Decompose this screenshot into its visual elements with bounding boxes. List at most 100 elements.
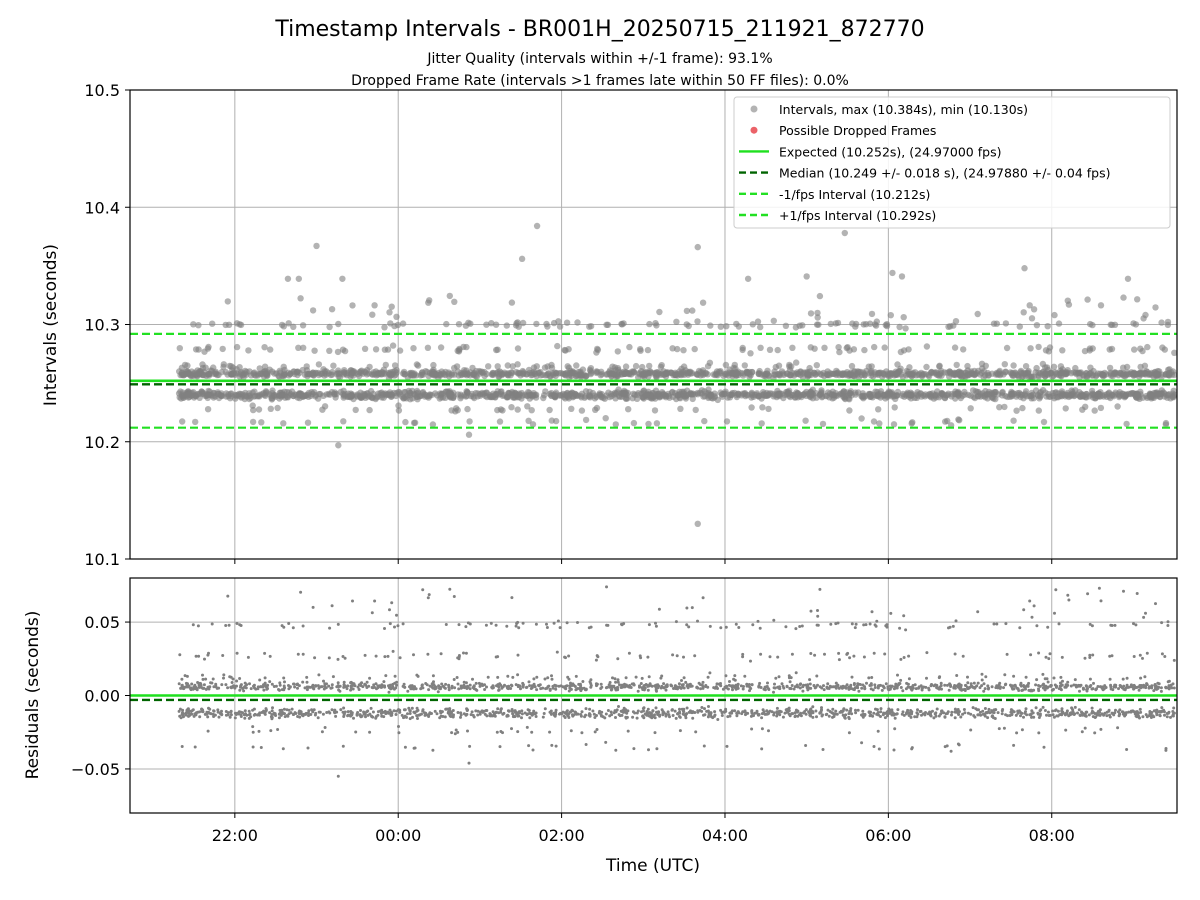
residual-point [713, 713, 717, 717]
interval-point [299, 322, 307, 329]
residual-point [494, 623, 498, 627]
residual-point [654, 706, 658, 710]
interval-point [465, 319, 472, 326]
residual-point [459, 686, 463, 690]
residual-point [575, 687, 579, 691]
interval-point [1059, 369, 1066, 376]
residual-point [862, 655, 866, 659]
residual-point [283, 712, 286, 716]
interval-point [689, 307, 696, 314]
residual-point [795, 683, 799, 687]
interval-point [875, 406, 882, 413]
residual-point [966, 681, 970, 685]
residual-point [1049, 684, 1053, 687]
residual-point [784, 625, 788, 629]
residual-point [688, 682, 692, 686]
interval-point [433, 371, 440, 378]
interval-point [399, 320, 407, 327]
residual-point [323, 726, 327, 729]
residual-point [877, 684, 881, 688]
residual-point [724, 674, 728, 678]
residual-point [857, 689, 861, 693]
interval-point [382, 361, 389, 369]
residual-point [746, 684, 749, 688]
residual-point [1026, 684, 1030, 688]
interval-point [525, 417, 532, 424]
residual-point [930, 683, 934, 687]
residual-point [453, 686, 457, 690]
residual-point [990, 710, 994, 714]
residual-point [840, 710, 844, 714]
interval-point [755, 369, 763, 377]
interval-point [361, 345, 369, 352]
residual-point [944, 712, 948, 716]
interval-point [1035, 407, 1043, 414]
residual-point [242, 689, 246, 693]
interval-point [1147, 392, 1155, 400]
residual-point [1078, 713, 1082, 717]
residual-point [431, 748, 435, 752]
interval-point [868, 363, 875, 370]
residual-point [706, 675, 710, 679]
residual-point [1044, 655, 1048, 659]
interval-point [622, 363, 630, 370]
residual-point [1041, 683, 1045, 687]
residual-point [200, 709, 204, 713]
interval-point [526, 369, 533, 377]
residual-point [494, 710, 498, 714]
residual-point [343, 656, 347, 660]
residual-point [907, 654, 911, 658]
residual-point [720, 714, 724, 717]
residual-point [1090, 706, 1094, 710]
residual-point [893, 716, 897, 720]
interval-point [923, 363, 930, 371]
residual-point [622, 685, 626, 689]
residual-point [444, 682, 448, 686]
residual-point [280, 708, 284, 712]
interval-point [304, 419, 312, 426]
residual-point [955, 674, 959, 677]
residual-point [1052, 676, 1056, 680]
interval-point [964, 372, 971, 379]
residual-point [992, 622, 996, 626]
residual-point [888, 687, 892, 691]
residual-point [249, 687, 253, 691]
interval-point [971, 367, 978, 375]
interval-point [326, 323, 333, 331]
interval-point [276, 392, 284, 399]
intervals-y-tick-label: 10.4 [84, 198, 120, 217]
interval-outlier-point [889, 269, 896, 277]
residual-point [268, 654, 272, 658]
residual-point [808, 682, 812, 686]
residual-point [330, 604, 334, 608]
interval-point [597, 372, 604, 379]
interval-point [717, 368, 724, 375]
residual-point [1110, 712, 1114, 715]
residual-point [263, 676, 267, 680]
interval-point [594, 345, 601, 353]
residual-point [1144, 611, 1147, 615]
residual-point [311, 685, 314, 689]
residual-point [579, 713, 583, 716]
residual-point [1046, 625, 1050, 629]
interval-point [591, 395, 599, 402]
residual-point [620, 622, 623, 626]
residual-point [815, 674, 819, 678]
residual-point [465, 712, 469, 716]
interval-point [797, 391, 804, 399]
interval-point [388, 303, 395, 310]
interval-point [1020, 309, 1027, 316]
intervals-panel: 10.110.210.310.410.5 [84, 81, 1178, 569]
residual-point [893, 727, 897, 731]
residual-point [1041, 672, 1045, 676]
residual-point [898, 626, 902, 630]
residual-point [388, 711, 392, 715]
residual-point [861, 709, 865, 713]
residual-point [352, 716, 355, 720]
interval-point [381, 324, 388, 331]
residual-point [695, 686, 699, 689]
residual-point [520, 712, 524, 716]
residual-point [351, 599, 354, 603]
residual-point [511, 715, 515, 719]
residual-point [535, 675, 539, 679]
